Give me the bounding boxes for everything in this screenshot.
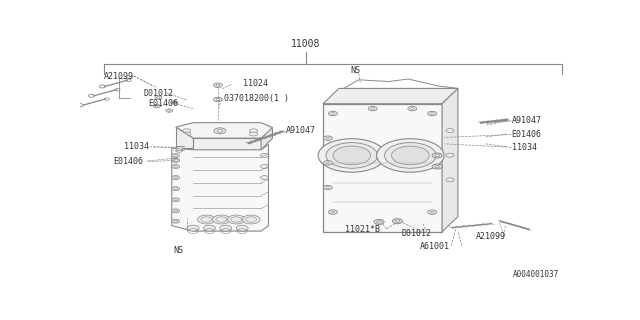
Circle shape (428, 111, 436, 116)
Text: E01406: E01406 (511, 130, 541, 139)
Text: E01406: E01406 (148, 99, 179, 108)
Polygon shape (176, 127, 193, 148)
Circle shape (172, 158, 180, 162)
Circle shape (198, 215, 216, 224)
Circle shape (326, 143, 378, 168)
Circle shape (432, 153, 442, 158)
Circle shape (328, 111, 337, 116)
Circle shape (155, 96, 162, 99)
Text: A004001037: A004001037 (513, 270, 559, 279)
Circle shape (446, 178, 454, 182)
Polygon shape (176, 123, 273, 138)
Text: NS: NS (173, 246, 183, 255)
Circle shape (324, 185, 332, 190)
Circle shape (260, 164, 269, 169)
Circle shape (324, 161, 332, 165)
Circle shape (446, 129, 454, 132)
Circle shape (392, 146, 429, 165)
Circle shape (204, 225, 216, 231)
Circle shape (154, 104, 161, 108)
Circle shape (213, 83, 222, 87)
Circle shape (212, 215, 230, 224)
Text: D01012: D01012 (401, 229, 431, 238)
Text: A91047: A91047 (286, 126, 316, 135)
Circle shape (172, 198, 180, 202)
Circle shape (171, 101, 178, 104)
Circle shape (172, 187, 180, 191)
Circle shape (368, 107, 377, 111)
Polygon shape (193, 138, 261, 150)
Circle shape (176, 146, 182, 150)
Circle shape (220, 225, 232, 231)
Text: 11034: 11034 (124, 142, 148, 151)
Circle shape (324, 136, 332, 140)
Polygon shape (261, 128, 273, 150)
Circle shape (428, 210, 436, 214)
Circle shape (172, 164, 180, 169)
Circle shape (242, 215, 260, 224)
Circle shape (333, 146, 371, 165)
Circle shape (446, 153, 454, 157)
Circle shape (374, 220, 384, 224)
Text: 11008: 11008 (291, 39, 321, 50)
Circle shape (250, 132, 257, 136)
Circle shape (432, 164, 442, 169)
Circle shape (182, 129, 191, 133)
Circle shape (385, 143, 436, 168)
Circle shape (176, 149, 182, 152)
Circle shape (260, 176, 269, 180)
Circle shape (214, 128, 226, 134)
Polygon shape (323, 88, 458, 104)
Circle shape (392, 219, 403, 224)
Circle shape (172, 219, 180, 223)
Text: 11024: 11024 (243, 79, 268, 89)
Circle shape (172, 154, 180, 157)
Circle shape (172, 176, 180, 180)
Text: 037018200(1 ): 037018200(1 ) (224, 94, 289, 103)
Text: A21099: A21099 (104, 72, 134, 81)
Circle shape (250, 129, 257, 133)
Circle shape (408, 107, 417, 111)
Circle shape (236, 225, 248, 231)
Polygon shape (323, 104, 442, 232)
Text: A91047: A91047 (511, 116, 541, 125)
Text: A61001: A61001 (420, 242, 450, 251)
Circle shape (187, 225, 199, 231)
Polygon shape (442, 88, 458, 232)
Text: E01406: E01406 (114, 157, 144, 166)
Circle shape (260, 154, 269, 157)
Polygon shape (172, 144, 269, 231)
Text: 11021*B: 11021*B (346, 225, 380, 234)
Circle shape (328, 210, 337, 214)
Circle shape (227, 215, 245, 224)
Circle shape (318, 139, 385, 172)
Text: D01012: D01012 (143, 89, 173, 98)
Text: A21099: A21099 (476, 231, 506, 241)
Text: 11034: 11034 (511, 143, 536, 152)
Circle shape (166, 109, 173, 112)
Circle shape (172, 209, 180, 213)
Circle shape (182, 132, 191, 136)
Text: NS: NS (350, 66, 360, 75)
Circle shape (213, 97, 222, 102)
Circle shape (376, 139, 444, 172)
